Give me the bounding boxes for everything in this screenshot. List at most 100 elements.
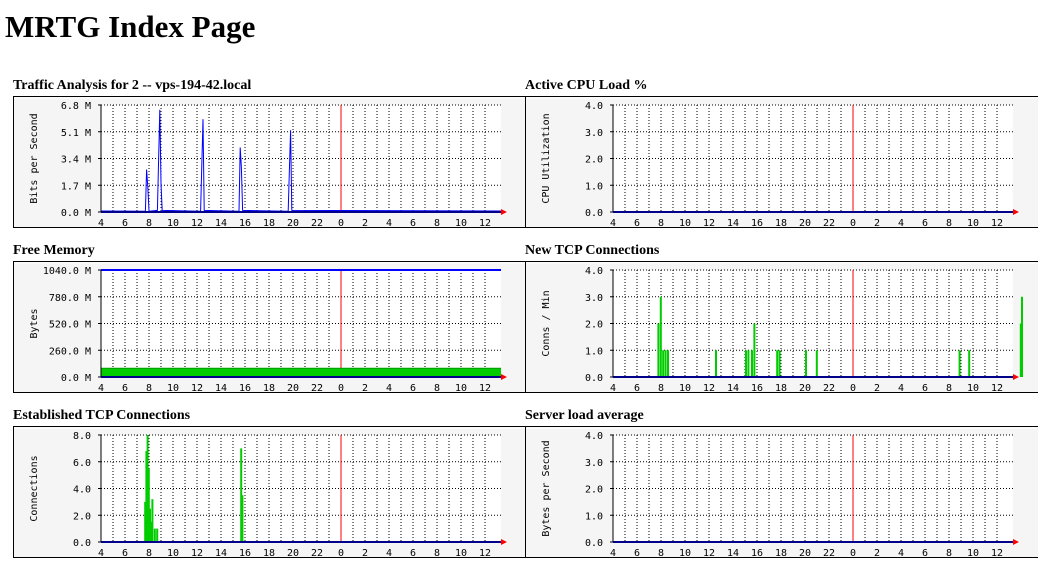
x-tick-label: 12 <box>191 548 203 558</box>
x-tick-label: 14 <box>727 218 739 228</box>
bar <box>776 350 779 377</box>
graph-cpu[interactable]: 0.0 1.0 2.0 3.0 4.0 4 6 8 10 12 14 16 18 20 22 0 2 4 6 8 10 1… <box>525 96 1038 228</box>
bar <box>667 350 669 377</box>
y-tick-label: 1.0 <box>585 181 603 192</box>
x-tick-label: 2 <box>362 218 368 228</box>
y-axis-title: CPU Utilization <box>541 113 552 203</box>
y-tick-label: 1.0 <box>585 511 603 522</box>
axis-arrow <box>501 539 507 545</box>
x-tick-label: 16 <box>239 383 251 393</box>
x-tick-label: 22 <box>311 383 323 393</box>
x-tick-label: 10 <box>679 548 691 558</box>
graph-title: Traffic Analysis for 2 -- vps-194-42.loc… <box>13 78 252 93</box>
graph-title: Established TCP Connections <box>13 408 191 423</box>
y-tick-label: 0.0 <box>585 373 603 384</box>
y-tick-label: 4.0 <box>585 101 603 112</box>
y-tick-label: 2.0 <box>73 511 91 522</box>
x-tick-label: 22 <box>823 548 835 558</box>
bar <box>241 495 244 542</box>
y-axis-title: Conns / Min <box>541 290 552 356</box>
bar <box>745 350 747 377</box>
axis-arrow <box>1013 539 1019 545</box>
y-axis-title: Bits per Second <box>29 113 40 203</box>
x-tick-label: 12 <box>991 218 1003 228</box>
x-tick-label: 8 <box>146 383 152 393</box>
graph-title: Active CPU Load % <box>525 78 648 93</box>
graph-memory[interactable]: 0.0 M 260.0 M 520.0 M 780.0 M 1040.0 M 4 6 8 10 1… <box>13 261 528 393</box>
bar <box>747 350 750 377</box>
x-tick-label: 8 <box>658 383 664 393</box>
x-tick-label: 10 <box>167 218 179 228</box>
x-tick-label: 22 <box>823 218 835 228</box>
x-tick-label: 10 <box>455 218 467 228</box>
x-tick-label: 12 <box>191 218 203 228</box>
graph-title: Free Memory <box>13 243 95 258</box>
x-tick-label: 8 <box>946 218 952 228</box>
bar <box>149 508 151 542</box>
bar <box>147 468 150 542</box>
x-tick-label: 8 <box>434 548 440 558</box>
x-tick-label: 16 <box>239 218 251 228</box>
x-tick-label: 4 <box>610 383 616 393</box>
x-tick-label: 14 <box>215 383 227 393</box>
y-tick-label: 2.0 <box>585 155 603 166</box>
axis-arrow <box>1013 374 1019 380</box>
x-tick-label: 8 <box>146 218 152 228</box>
graph-load[interactable]: 0.0 1.0 2.0 3.0 4.0 4 6 8 10 12 14 16 18 20 22 0 2 4 6 8 10 1… <box>525 426 1038 558</box>
bar <box>815 350 818 377</box>
y-tick-label: 6.8 M <box>61 101 91 112</box>
y-tick-label: 3.0 <box>585 293 603 304</box>
x-tick-label: 0 <box>338 383 344 393</box>
x-tick-label: 6 <box>922 383 928 393</box>
y-tick-label: 5.1 M <box>61 128 91 139</box>
x-tick-label: 20 <box>799 218 811 228</box>
x-tick-label: 12 <box>191 383 203 393</box>
x-tick-label: 12 <box>479 548 491 558</box>
x-tick-label: 20 <box>287 548 299 558</box>
x-tick-label: 6 <box>634 548 640 558</box>
x-tick-label: 8 <box>946 383 952 393</box>
y-tick-label: 6.0 <box>73 458 91 469</box>
x-tick-label: 20 <box>287 383 299 393</box>
x-tick-label: 2 <box>362 383 368 393</box>
x-tick-label: 2 <box>874 548 880 558</box>
x-tick-label: 12 <box>703 383 715 393</box>
bar <box>778 350 781 377</box>
y-tick-label: 0.0 <box>73 538 91 549</box>
graph-tcp-new[interactable]: 0.0 1.0 2.0 3.0 4.0 4 6 8 10 12 14 16 18 20 22 0 2 4 6 8 10 1… <box>525 261 1038 393</box>
y-tick-label: 8.0 <box>73 431 91 442</box>
bar <box>240 448 243 542</box>
x-tick-label: 6 <box>122 383 128 393</box>
x-tick-label: 6 <box>122 548 128 558</box>
x-tick-label: 16 <box>751 548 763 558</box>
bar <box>145 451 148 542</box>
x-tick-label: 6 <box>922 548 928 558</box>
y-axis-title: Connections <box>29 455 40 521</box>
x-tick-label: 18 <box>263 548 275 558</box>
x-tick-label: 10 <box>455 383 467 393</box>
x-tick-label: 14 <box>215 218 227 228</box>
y-tick-label: 3.0 <box>585 458 603 469</box>
bar <box>1019 323 1022 377</box>
y-tick-label: 3.4 M <box>61 155 91 166</box>
x-tick-label: 16 <box>751 383 763 393</box>
y-tick-label: 2.0 <box>585 485 603 496</box>
x-tick-label: 20 <box>799 548 811 558</box>
graph-tcp-established[interactable]: 0.0 2.0 4.0 6.0 8.0 4 6 8 10 12 14 16 18 20 22 0 2 4 6 8 10 1… <box>13 426 528 558</box>
bar <box>156 528 159 542</box>
bar <box>805 350 807 377</box>
x-tick-label: 18 <box>775 548 787 558</box>
graph-traffic[interactable]: 0.0 M 1.7 M 3.4 M 5.1 M 6.8 M 4 6 8 10 12 14 16 18 20… <box>13 96 528 228</box>
x-tick-label: 4 <box>898 548 904 558</box>
bar <box>715 350 717 377</box>
y-tick-label: 4.0 <box>73 485 91 496</box>
x-tick-label: 12 <box>703 218 715 228</box>
x-tick-label: 0 <box>850 218 856 228</box>
x-tick-label: 10 <box>455 548 467 558</box>
x-tick-label: 8 <box>658 548 664 558</box>
x-tick-label: 4 <box>610 218 616 228</box>
x-tick-label: 6 <box>410 548 416 558</box>
y-tick-label: 1.7 M <box>61 181 91 192</box>
y-tick-label: 520.0 M <box>49 320 91 331</box>
x-tick-label: 4 <box>98 548 104 558</box>
